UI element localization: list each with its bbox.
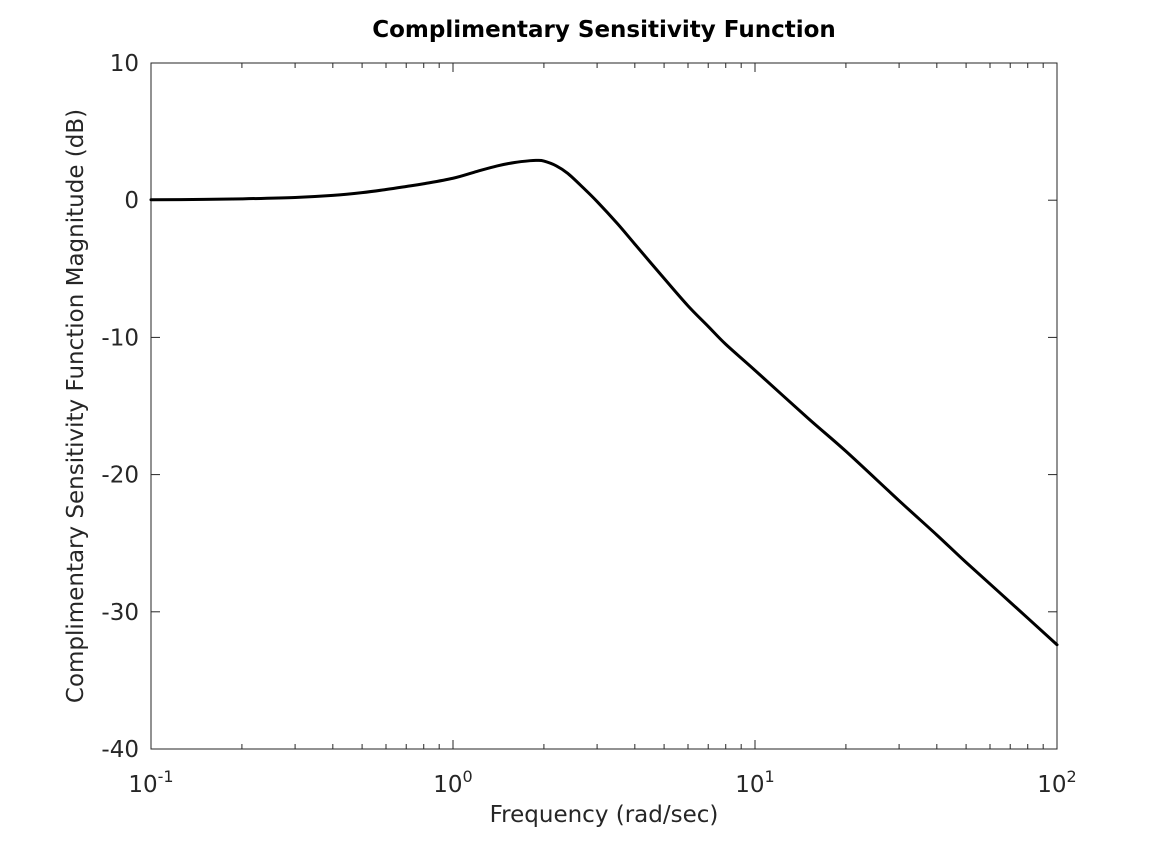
y-tick-label: -20 — [101, 463, 139, 489]
y-tick-labels: 10 0 -10 -20 -30 -40 — [101, 51, 139, 763]
series-line — [149, 158, 1059, 647]
x-major-ticks — [150, 63, 1058, 749]
x-axis-label: Frequency (rad/sec) — [490, 802, 719, 828]
y-tick-label: 0 — [124, 188, 139, 214]
x-tick-label: 10-1 — [128, 767, 173, 798]
y-tick-label: -30 — [101, 600, 139, 626]
x-tick-label: 101 — [735, 767, 774, 798]
y-tick-label: -10 — [101, 325, 139, 351]
y-ticks — [151, 62, 1057, 750]
x-tick-label: 100 — [433, 767, 472, 798]
plot-area — [150, 62, 1058, 750]
y-tick-label: -40 — [101, 737, 139, 763]
x-minor-ticks — [241, 63, 1044, 749]
y-tick-label: 10 — [110, 51, 139, 77]
y-axis-label: Complimentary Sensitivity Function Magni… — [63, 109, 89, 703]
x-tick-labels: 10-1 100 101 102 — [128, 767, 1076, 798]
x-tick-label: 102 — [1037, 767, 1076, 798]
chart-title: Complimentary Sensitivity Function — [372, 17, 836, 43]
